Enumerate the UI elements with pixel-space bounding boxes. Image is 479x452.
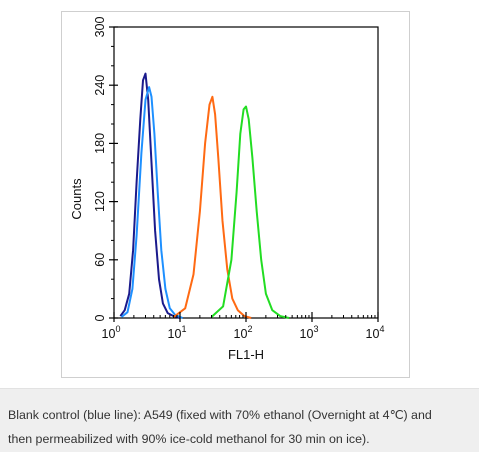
y-axis-title: Counts (69, 178, 84, 220)
x-tick-label: 104 (366, 324, 385, 341)
x-tick-label: 101 (168, 324, 187, 341)
caption-bar: Blank control (blue line): A549 (fixed w… (0, 388, 479, 452)
plot-area (113, 26, 379, 319)
x-axis-title: FL1-H (228, 347, 264, 362)
series-layer (119, 72, 290, 319)
x-tick-label: 100 (102, 324, 121, 341)
series-line-3 (173, 95, 252, 319)
x-tick-label: 103 (300, 324, 319, 341)
x-tick-exponent: 2 (247, 324, 252, 334)
caption-line-2: then permeabilized with 90% ice-cold met… (8, 432, 370, 446)
y-tick-label: 300 (93, 17, 107, 38)
y-tick-label: 180 (93, 133, 107, 154)
y-tick-label: 60 (93, 253, 107, 267)
x-tick-label: 102 (234, 324, 253, 341)
x-tick-exponent: 3 (313, 324, 318, 334)
x-tick-exponent: 1 (181, 324, 186, 334)
series-line-1 (119, 72, 181, 319)
x-tick-exponent: 4 (379, 324, 384, 334)
series-line-2 (120, 86, 184, 319)
y-tick-label: 0 (93, 314, 107, 321)
caption-line-1: Blank control (blue line): A549 (fixed w… (8, 408, 432, 422)
figure-frame: 100 101 102 103 104 0 60 120 180 240 300 Counts FL… (61, 11, 410, 378)
series-line-4 (210, 105, 290, 319)
x-tick-exponent: 0 (115, 324, 120, 334)
y-tick-label: 120 (93, 191, 107, 212)
y-tick-label: 240 (93, 75, 107, 96)
